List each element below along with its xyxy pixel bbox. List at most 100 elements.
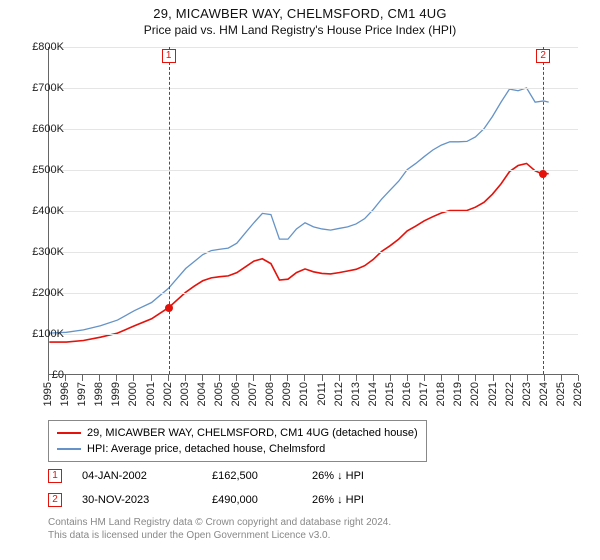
x-tick — [116, 375, 117, 381]
transaction-point — [539, 170, 547, 178]
transaction-hpi-delta: 26% ↓ HPI — [312, 470, 402, 482]
x-tick — [270, 375, 271, 381]
x-axis-label: 2001 — [145, 382, 157, 406]
x-tick — [219, 375, 220, 381]
transaction-row: 1 04-JAN-2002 £162,500 26% ↓ HPI — [48, 464, 402, 488]
y-axis-label: £100K — [20, 328, 64, 340]
x-axis-label: 2000 — [127, 382, 139, 406]
x-tick — [202, 375, 203, 381]
transaction-vline — [169, 47, 170, 374]
x-tick — [544, 375, 545, 381]
legend-item-property: 29, MICAWBER WAY, CHELMSFORD, CM1 4UG (d… — [57, 425, 418, 441]
legend-swatch-property — [57, 432, 81, 434]
gridline — [49, 170, 578, 171]
x-axis-label: 2009 — [281, 382, 293, 406]
x-tick — [527, 375, 528, 381]
x-axis-label: 2005 — [213, 382, 225, 406]
y-axis-label: £500K — [20, 164, 64, 176]
x-tick — [304, 375, 305, 381]
x-tick — [253, 375, 254, 381]
transaction-row: 2 30-NOV-2023 £490,000 26% ↓ HPI — [48, 488, 402, 512]
x-axis-label: 2002 — [162, 382, 174, 406]
gridline — [49, 47, 578, 48]
x-axis-label: 2023 — [521, 382, 533, 406]
x-axis-label: 2017 — [418, 382, 430, 406]
transaction-price: £162,500 — [212, 470, 292, 482]
x-tick — [561, 375, 562, 381]
chart-container: 29, MICAWBER WAY, CHELMSFORD, CM1 4UG Pr… — [0, 0, 600, 560]
x-axis-label: 2006 — [230, 382, 242, 406]
x-tick — [168, 375, 169, 381]
x-axis-label: 2016 — [401, 382, 413, 406]
x-tick — [407, 375, 408, 381]
x-tick — [356, 375, 357, 381]
x-axis-label: 1997 — [76, 382, 88, 406]
x-axis-label: 2020 — [469, 382, 481, 406]
footer-attribution: Contains HM Land Registry data © Crown c… — [48, 516, 391, 542]
x-axis-label: 1996 — [59, 382, 71, 406]
footer-line-1: Contains HM Land Registry data © Crown c… — [48, 516, 391, 529]
x-axis-label: 1999 — [110, 382, 122, 406]
x-tick — [578, 375, 579, 381]
transaction-marker-1: 1 — [48, 469, 62, 483]
x-axis-label: 2003 — [179, 382, 191, 406]
gridline — [49, 88, 578, 89]
y-axis-label: £0 — [20, 369, 64, 381]
gridline — [49, 293, 578, 294]
y-axis-label: £600K — [20, 123, 64, 135]
chart-title: 29, MICAWBER WAY, CHELMSFORD, CM1 4UG — [0, 0, 600, 21]
y-axis-label: £200K — [20, 287, 64, 299]
legend-swatch-hpi — [57, 448, 81, 450]
x-tick — [82, 375, 83, 381]
x-axis-label: 2008 — [264, 382, 276, 406]
x-tick — [510, 375, 511, 381]
y-axis-label: £700K — [20, 82, 64, 94]
x-tick — [339, 375, 340, 381]
x-tick — [493, 375, 494, 381]
gridline — [49, 211, 578, 212]
x-axis-label: 2010 — [298, 382, 310, 406]
x-axis-label: 2004 — [196, 382, 208, 406]
legend: 29, MICAWBER WAY, CHELMSFORD, CM1 4UG (d… — [48, 420, 427, 462]
x-axis-label: 2019 — [452, 382, 464, 406]
x-tick — [424, 375, 425, 381]
x-axis-label: 2014 — [367, 382, 379, 406]
transaction-marker-box: 1 — [162, 49, 176, 63]
x-axis-label: 2022 — [504, 382, 516, 406]
transaction-point — [165, 304, 173, 312]
legend-label-property: 29, MICAWBER WAY, CHELMSFORD, CM1 4UG (d… — [87, 427, 418, 439]
x-tick — [48, 375, 49, 381]
x-axis-label: 1998 — [93, 382, 105, 406]
x-tick — [475, 375, 476, 381]
x-axis-label: 2012 — [333, 382, 345, 406]
x-axis-label: 2026 — [572, 382, 584, 406]
legend-label-hpi: HPI: Average price, detached house, Chel… — [87, 443, 325, 455]
transaction-date: 04-JAN-2002 — [82, 470, 192, 482]
transaction-vline — [543, 47, 544, 374]
transaction-marker-2: 2 — [48, 493, 62, 507]
x-tick — [373, 375, 374, 381]
x-tick — [151, 375, 152, 381]
x-axis-label: 2013 — [350, 382, 362, 406]
chart-subtitle: Price paid vs. HM Land Registry's House … — [0, 21, 600, 37]
y-axis-label: £300K — [20, 246, 64, 258]
plot-area: 12 — [48, 47, 578, 375]
footer-line-2: This data is licensed under the Open Gov… — [48, 529, 391, 542]
x-tick — [390, 375, 391, 381]
transaction-date: 30-NOV-2023 — [82, 494, 192, 506]
x-axis-label: 2021 — [487, 382, 499, 406]
x-tick — [65, 375, 66, 381]
x-axis-label: 2015 — [384, 382, 396, 406]
x-tick — [99, 375, 100, 381]
gridline — [49, 252, 578, 253]
x-tick — [458, 375, 459, 381]
x-tick — [133, 375, 134, 381]
x-axis-label: 1995 — [42, 382, 54, 406]
x-axis-label: 2018 — [435, 382, 447, 406]
x-tick — [441, 375, 442, 381]
x-axis-label: 2025 — [555, 382, 567, 406]
x-axis-label: 2024 — [538, 382, 550, 406]
x-tick — [185, 375, 186, 381]
y-axis-label: £400K — [20, 205, 64, 217]
transaction-price: £490,000 — [212, 494, 292, 506]
